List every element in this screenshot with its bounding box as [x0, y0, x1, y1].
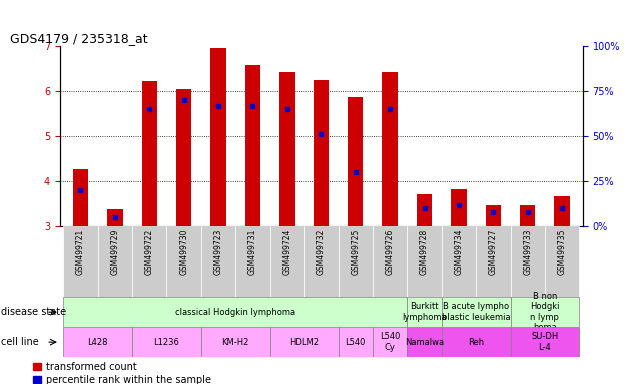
Text: GSM499724: GSM499724	[282, 228, 292, 275]
Text: classical Hodgkin lymphoma: classical Hodgkin lymphoma	[175, 308, 295, 317]
Text: cell line: cell line	[1, 337, 38, 347]
Text: L540: L540	[345, 338, 366, 347]
Text: GSM499735: GSM499735	[558, 228, 566, 275]
Text: Namalwa: Namalwa	[405, 338, 444, 347]
Text: GSM499728: GSM499728	[420, 228, 429, 275]
Text: GSM499731: GSM499731	[248, 228, 257, 275]
Bar	[442, 297, 510, 327]
Bar	[63, 297, 408, 327]
Bar	[510, 297, 580, 327]
Text: disease state: disease state	[1, 307, 66, 317]
Text: KM-H2: KM-H2	[222, 338, 249, 347]
Polygon shape	[132, 226, 166, 297]
Bar	[132, 327, 201, 357]
Text: GSM499729: GSM499729	[110, 228, 120, 275]
Bar	[408, 297, 442, 327]
Bar	[201, 327, 270, 357]
Text: L1236: L1236	[154, 338, 180, 347]
Bar	[510, 327, 580, 357]
Polygon shape	[476, 226, 510, 297]
Bar	[142, 81, 157, 226]
Polygon shape	[373, 226, 408, 297]
Text: GSM499726: GSM499726	[386, 228, 394, 275]
Bar	[408, 327, 442, 357]
Bar	[417, 194, 432, 226]
Bar	[176, 89, 192, 226]
Polygon shape	[338, 226, 373, 297]
Bar	[210, 48, 226, 226]
Polygon shape	[304, 226, 338, 297]
Text: GSM499732: GSM499732	[317, 228, 326, 275]
Bar	[382, 72, 398, 226]
Text: HDLM2: HDLM2	[289, 338, 319, 347]
Bar	[279, 72, 295, 226]
Text: B non
Hodgki
n lymp
homa: B non Hodgki n lymp homa	[530, 292, 559, 332]
Polygon shape	[545, 226, 580, 297]
Text: L540
Cy: L540 Cy	[380, 333, 400, 352]
Bar	[451, 189, 467, 226]
Bar	[520, 205, 536, 226]
Text: GSM499727: GSM499727	[489, 228, 498, 275]
Text: GSM499730: GSM499730	[179, 228, 188, 275]
Text: GSM499723: GSM499723	[214, 228, 222, 275]
Polygon shape	[63, 226, 98, 297]
Text: GDS4179 / 235318_at: GDS4179 / 235318_at	[11, 32, 148, 45]
Bar	[348, 96, 364, 226]
Text: GSM499722: GSM499722	[145, 228, 154, 275]
Bar	[442, 327, 510, 357]
Bar	[270, 327, 338, 357]
Polygon shape	[510, 226, 545, 297]
Text: GSM499733: GSM499733	[523, 228, 532, 275]
Polygon shape	[408, 226, 442, 297]
Polygon shape	[442, 226, 476, 297]
Bar	[486, 205, 501, 226]
Bar	[314, 80, 329, 226]
Bar	[338, 327, 373, 357]
Text: SU-DH
L-4: SU-DH L-4	[531, 333, 559, 352]
Bar	[107, 209, 123, 226]
Legend: transformed count, percentile rank within the sample: transformed count, percentile rank withi…	[33, 362, 211, 384]
Text: B acute lympho
blastic leukemia: B acute lympho blastic leukemia	[442, 303, 510, 322]
Bar	[72, 169, 88, 226]
Text: Burkitt
lymphoma: Burkitt lymphoma	[402, 303, 447, 322]
Bar	[373, 327, 408, 357]
Polygon shape	[166, 226, 201, 297]
Polygon shape	[98, 226, 132, 297]
Text: GSM499721: GSM499721	[76, 228, 85, 275]
Text: GSM499734: GSM499734	[454, 228, 464, 275]
Bar	[554, 195, 570, 226]
Polygon shape	[201, 226, 235, 297]
Text: Reh: Reh	[468, 338, 484, 347]
Text: GSM499725: GSM499725	[351, 228, 360, 275]
Polygon shape	[235, 226, 270, 297]
Polygon shape	[270, 226, 304, 297]
Bar	[63, 327, 132, 357]
Text: L428: L428	[88, 338, 108, 347]
Bar	[245, 65, 260, 226]
